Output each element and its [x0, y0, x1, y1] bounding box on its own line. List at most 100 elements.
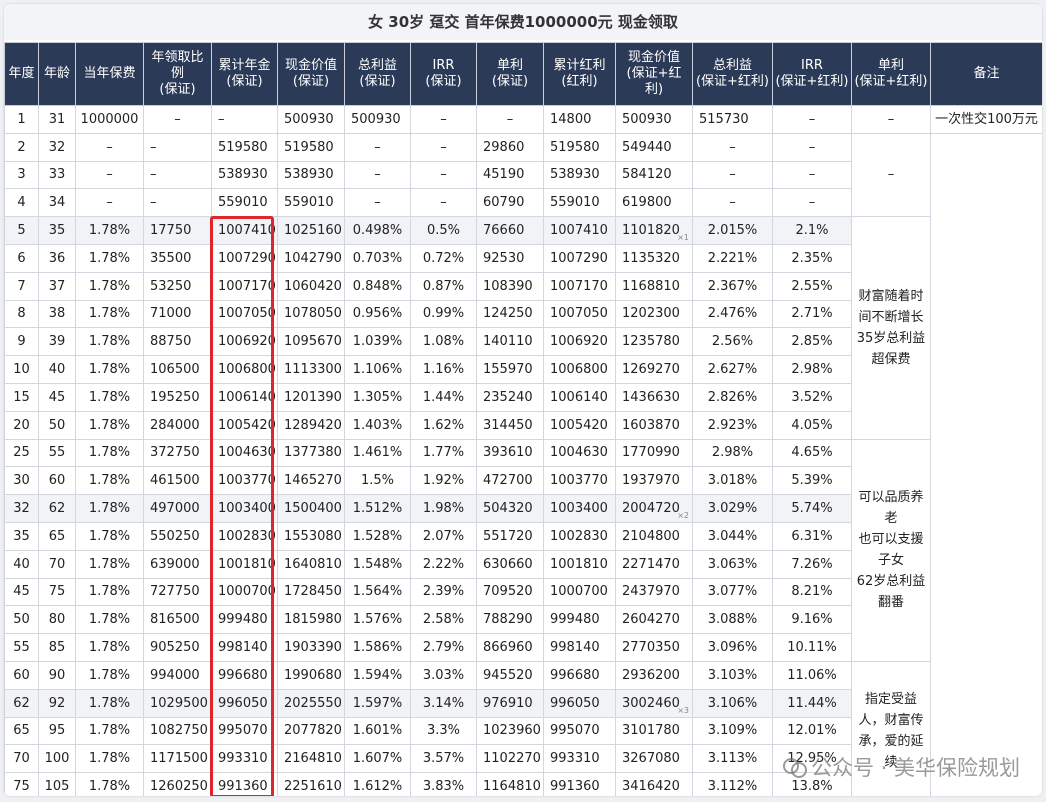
table-cell: 2004720 ×2 — [615, 494, 693, 523]
cell-value: 1.512% — [352, 501, 403, 517]
table-cell: 1005420 — [211, 410, 278, 440]
multiplier-mark: ×2 — [677, 510, 689, 520]
cell-value: 519580 — [550, 139, 600, 155]
table-cell: 35 — [38, 216, 76, 245]
table-cell: – — [344, 188, 411, 218]
cell-value: 140110 — [483, 334, 533, 350]
note-cell: 一次性交100万元 — [930, 105, 1042, 134]
cell-value: 1007170 — [218, 278, 276, 294]
table-cell: 6 — [4, 243, 39, 273]
cell-value: 2025550 — [284, 695, 342, 711]
table-cell: 1002830 — [543, 521, 616, 551]
table-cell: – — [772, 188, 852, 218]
table-cell: 60 — [4, 660, 39, 690]
table-cell: – — [410, 105, 477, 134]
table-cell: 2164810 — [277, 744, 345, 774]
table-cell: 8 — [4, 299, 39, 329]
table-row: 9 39 1.78% 88750 1006920 1095670 1.039% 1.08% 14… — [4, 327, 1043, 357]
table-cell: 71000 — [143, 299, 212, 329]
table-cell: 4.05% — [772, 410, 852, 440]
table-cell: 1003770 — [211, 466, 278, 496]
cell-value: 1.039% — [352, 334, 403, 350]
cell-value: – — [808, 139, 816, 155]
table-cell: 1025160 — [277, 216, 345, 245]
table-cell: 497000 — [143, 494, 212, 523]
table-cell: 1.576% — [344, 605, 411, 635]
cell-value: – — [374, 195, 381, 211]
table-cell: 1164810 — [476, 772, 544, 796]
table-cell: 1006800 — [543, 355, 616, 384]
cell-value: 1060420 — [284, 278, 342, 294]
table-cell: 2.98% — [692, 438, 773, 468]
table-cell: 993310 — [211, 744, 278, 774]
table-cell: 55 — [38, 438, 76, 468]
table-row: 75 105 1.78% 1260250 991360 2251610 1.612% 3.83… — [4, 772, 1043, 796]
cell-value: – — [106, 139, 113, 155]
table-cell: 1.78% — [75, 355, 144, 384]
cell-value: 3.044% — [707, 528, 758, 544]
table-cell: 15 — [4, 382, 39, 412]
cell-value: 75 — [48, 584, 66, 600]
table-cell: 1.08% — [410, 327, 477, 357]
table-cell: – — [851, 105, 931, 134]
cell-value: 1770990 — [622, 445, 680, 461]
cell-value: 1.528% — [352, 528, 403, 544]
cell-value: 3.029% — [707, 501, 758, 517]
note-cell: 指定受益人，财富传承，爱的延续 — [851, 660, 931, 796]
cell-value: 1002830 — [550, 528, 608, 544]
cell-value: 3.57% — [422, 751, 465, 767]
cell-value: 1004630 — [218, 445, 276, 461]
cell-value: 12.01% — [787, 723, 837, 739]
header-cell: 备注 — [930, 42, 1042, 106]
table-cell: 76660 — [476, 216, 544, 245]
cell-value: 991360 — [550, 779, 600, 795]
table-cell: 1005420 — [543, 410, 616, 440]
multiplier-mark: ×1 — [677, 232, 689, 242]
cell-value: 1990680 — [284, 667, 342, 683]
table-cell: 100 — [38, 744, 76, 774]
table-cell: 639000 — [143, 549, 212, 579]
cell-value: 1 — [17, 111, 26, 127]
table-cell: 1101820 ×1 — [615, 216, 693, 245]
cell-value: 2.07% — [422, 528, 465, 544]
cell-value: 2.55% — [791, 278, 833, 294]
table-cell: – — [344, 160, 411, 190]
table-cell: 2.221% — [692, 243, 773, 273]
cell-value: 3.03% — [422, 667, 465, 683]
table-cell: 1004630 — [211, 438, 278, 468]
table-cell: 32 — [38, 132, 76, 162]
table-cell: 1.601% — [344, 716, 411, 746]
cell-value: 1.78% — [88, 417, 131, 433]
cell-value: 538930 — [284, 167, 334, 183]
cell-value: 70 — [13, 751, 30, 767]
table-cell: 1.106% — [344, 355, 411, 384]
cell-value: 500930 — [351, 111, 401, 127]
table-cell: 1113300 — [277, 355, 345, 384]
table-cell: 55 — [4, 633, 39, 662]
table-cell: 65 — [38, 521, 76, 551]
cell-value: 1.78% — [88, 389, 131, 405]
table-cell: 1.548% — [344, 549, 411, 579]
table-cell: 1 — [4, 105, 39, 134]
table-cell: 504320 — [476, 494, 544, 523]
cell-value: 1029500 — [150, 695, 208, 711]
table-cell: 472700 — [476, 466, 544, 496]
cell-value: 40 — [13, 556, 30, 572]
table-cell: 33 — [38, 160, 76, 190]
table-cell: 996050 — [211, 688, 278, 718]
cell-value: 36 — [48, 250, 66, 266]
table-cell: 788290 — [476, 605, 544, 635]
table-cell: 4.65% — [772, 438, 852, 468]
table-row: 60 90 1.78% 994000 996680 1990680 1.594% 3.03% 9… — [4, 660, 1043, 796]
table-cell: 1553080 — [277, 521, 345, 551]
table-cell: 1990680 — [277, 660, 345, 690]
cell-value: 1.594% — [352, 667, 403, 683]
cell-value: 35 — [48, 223, 66, 239]
table-cell: 709520 — [476, 577, 544, 607]
table-cell: 17750 — [143, 216, 212, 245]
table-cell: 538930 — [211, 160, 278, 190]
table-cell: – — [772, 160, 852, 190]
cell-value: 1025160 — [284, 223, 342, 239]
cell-value: 1.62% — [422, 417, 465, 433]
cell-value: 0.956% — [352, 306, 403, 322]
